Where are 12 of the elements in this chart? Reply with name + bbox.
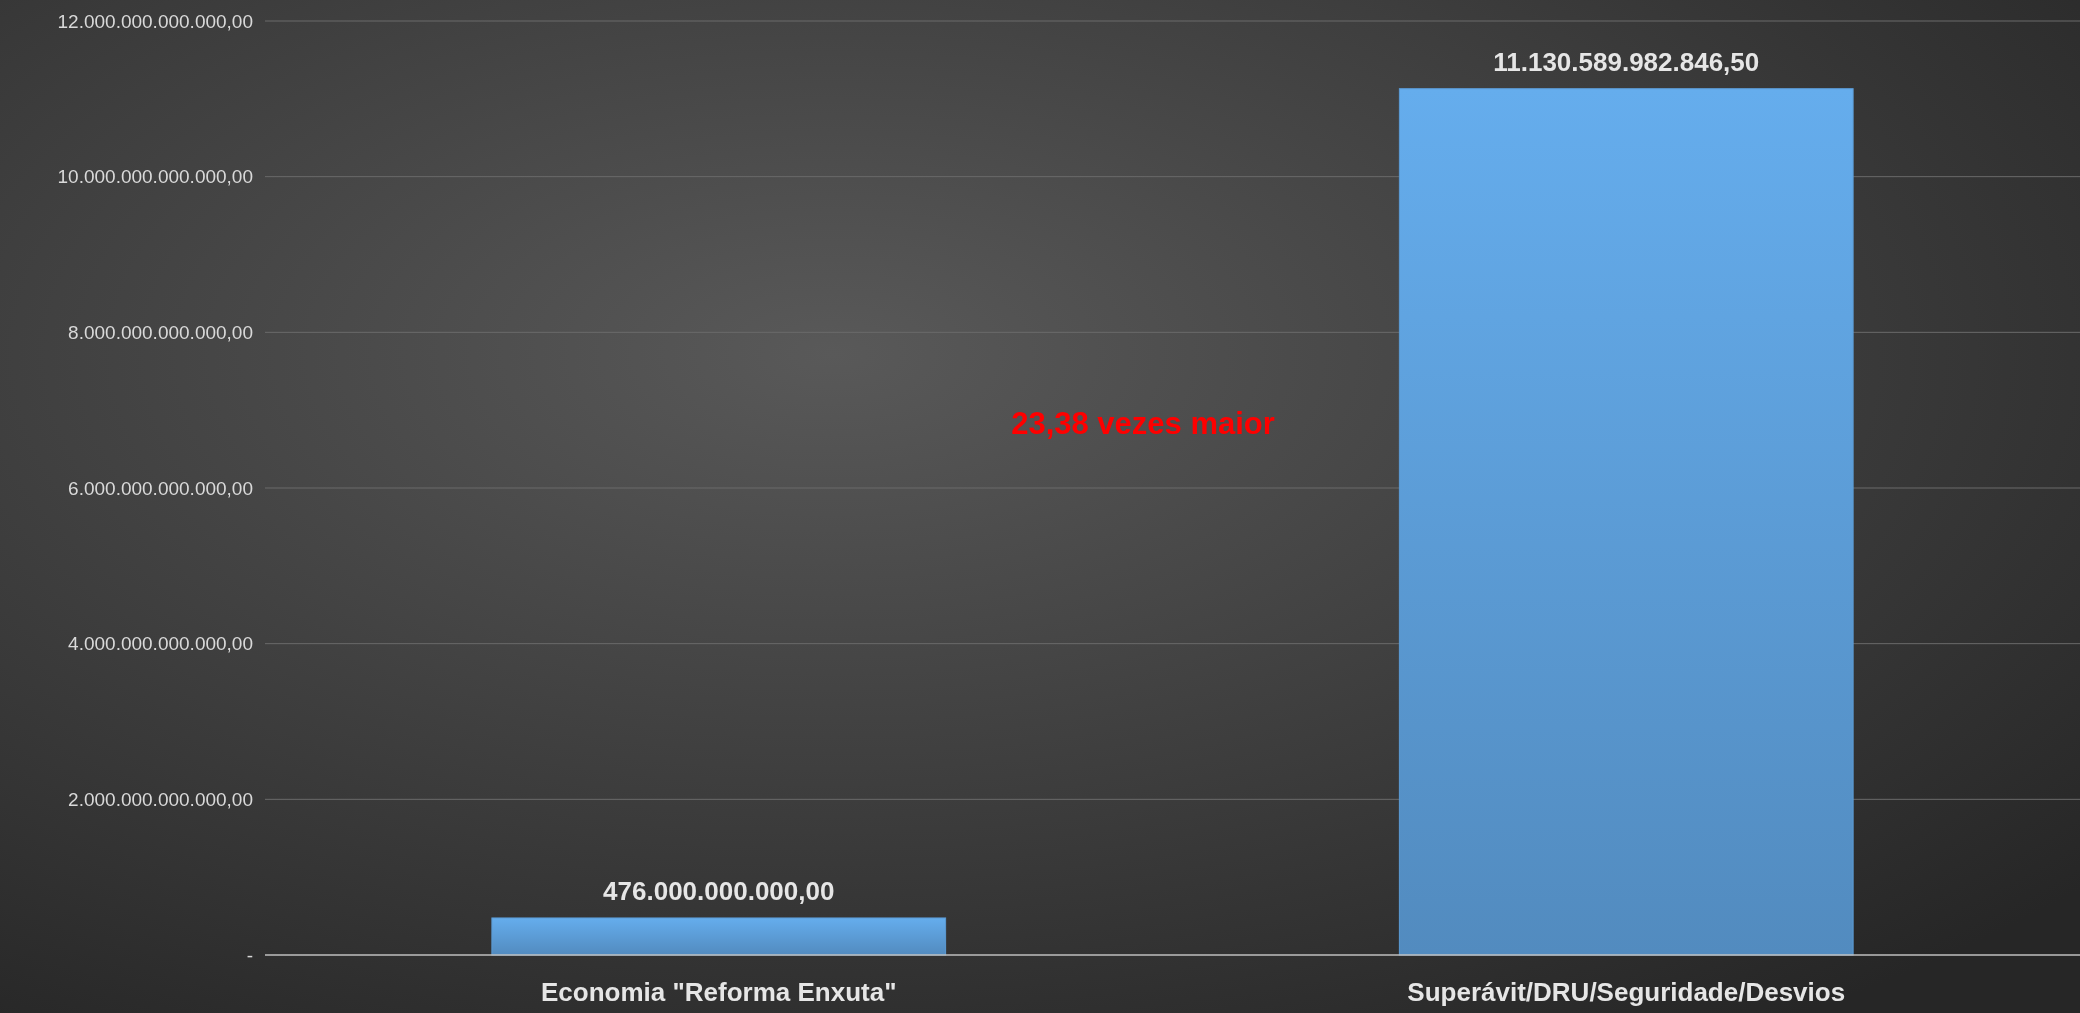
- data-label: 11.130.589.982.846,50: [1493, 46, 1760, 77]
- y-tick-label: -: [246, 944, 253, 966]
- x-tick-label: Economia "Reforma Enxuta": [540, 977, 897, 1007]
- y-tick-label: 12.000.000.000.000,00: [57, 10, 253, 32]
- y-tick-label: 4.000.000.000.000,00: [68, 633, 253, 655]
- x-tick-label: Superávit/DRU/Seguridade/Desvios: [1407, 977, 1846, 1007]
- y-tick-label: 6.000.000.000.000,00: [68, 477, 253, 499]
- y-tick-label: 2.000.000.000.000,00: [68, 788, 253, 810]
- y-tick-label: 8.000.000.000.000,00: [68, 321, 253, 343]
- y-tick-label: 10.000.000.000.000,00: [57, 166, 253, 188]
- annotation: 23,38 vezes maior: [1011, 405, 1275, 441]
- data-label: 476.000.000.000,00: [603, 875, 835, 906]
